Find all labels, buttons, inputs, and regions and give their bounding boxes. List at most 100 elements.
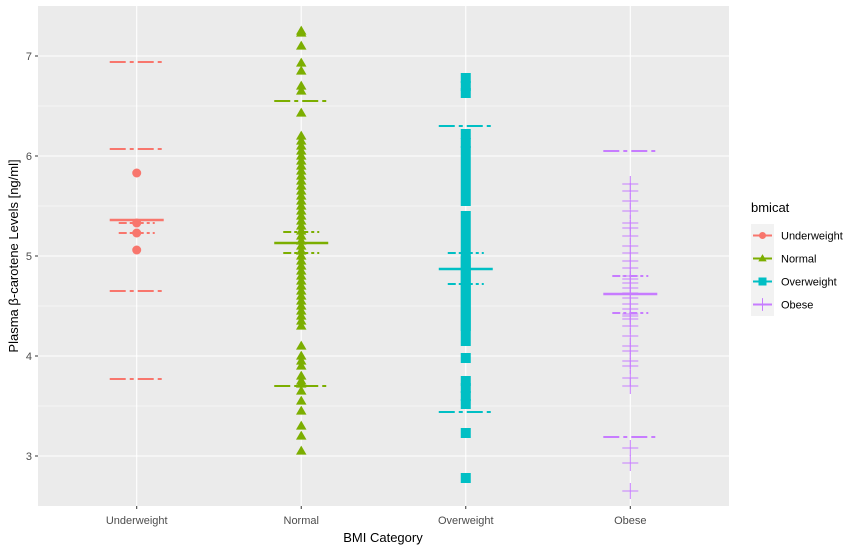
data-point (460, 176, 471, 186)
data-point (132, 245, 142, 255)
data-point (460, 353, 471, 363)
data-point (295, 295, 307, 305)
data-point (460, 186, 471, 196)
data-point (460, 336, 471, 346)
data-point (295, 350, 307, 360)
data-point (295, 405, 307, 415)
data-point (295, 270, 307, 280)
data-point (295, 195, 307, 205)
data-point (295, 205, 307, 215)
data-point (460, 73, 471, 83)
data-point (295, 155, 307, 165)
x-axis-title: BMI Category (343, 530, 423, 545)
legend-item-obese: Obese (751, 293, 813, 316)
data-point (460, 221, 471, 231)
data-point (460, 138, 471, 148)
data-point (132, 168, 142, 178)
data-point (460, 129, 471, 139)
y-tick-label: 4 (26, 351, 32, 363)
legend-label: Normal (781, 254, 816, 266)
data-point (295, 280, 307, 290)
legend-key-marker (756, 298, 769, 311)
data-point (295, 175, 307, 185)
data-point (295, 320, 307, 330)
data-point (295, 275, 307, 285)
data-point (622, 440, 639, 456)
legend-key-marker (758, 254, 767, 262)
data-point (295, 305, 307, 315)
data-point (295, 80, 307, 90)
data-point (460, 326, 471, 336)
data-point (295, 57, 307, 67)
axes: 3 4 5 6 7 Underweight Normal Overweight Obese (26, 51, 647, 527)
legend-title: bmicat (751, 200, 790, 215)
data-point (295, 40, 307, 50)
data-point (295, 360, 307, 370)
data-point (460, 211, 471, 221)
data-point (622, 483, 639, 499)
data-point (460, 428, 471, 438)
legend-item-normal: Normal (751, 247, 816, 270)
data-point (295, 300, 307, 310)
data-point (460, 231, 471, 241)
legend-item-underweight: Underweight (751, 224, 843, 247)
legend: bmicat Underweight Normal Overweight Obese (751, 200, 843, 316)
y-tick-label: 5 (26, 251, 32, 263)
legend-item-overweight: Overweight (751, 270, 837, 293)
data-point (295, 230, 307, 240)
data-point (295, 200, 307, 210)
series-overweight (438, 73, 493, 483)
x-tick-label: Underweight (106, 515, 168, 527)
data-point (295, 220, 307, 230)
data-point (295, 395, 307, 405)
data-point (295, 27, 307, 37)
data-point (295, 180, 307, 190)
data-point (295, 170, 307, 180)
legend-label: Obese (781, 300, 813, 312)
data-point (295, 185, 307, 195)
series-normal (274, 25, 329, 455)
data-point (295, 130, 307, 140)
data-point (295, 140, 307, 150)
data-point (460, 146, 471, 156)
data-point (295, 315, 307, 325)
y-axis-title: Plasma β-carotene Levels [ng/ml] (6, 159, 21, 352)
legend-label: Overweight (781, 277, 837, 289)
data-point (295, 290, 307, 300)
data-point (295, 150, 307, 160)
data-point (622, 455, 639, 471)
x-tick-label: Normal (284, 515, 319, 527)
data-point (460, 241, 471, 251)
data-point (622, 378, 639, 394)
series-underweight (109, 61, 164, 380)
data-point (295, 265, 307, 275)
data-point (295, 260, 307, 270)
data-point (295, 370, 307, 380)
data-point (295, 385, 307, 395)
data-point (460, 166, 471, 176)
data-point (460, 88, 471, 98)
y-tick-label: 6 (26, 151, 32, 163)
series-obese (603, 150, 658, 499)
data-point (460, 196, 471, 206)
y-tick-label: 7 (26, 51, 32, 63)
data-point (460, 156, 471, 166)
data-point (295, 165, 307, 175)
data-point (295, 250, 307, 260)
data-point (295, 107, 307, 117)
data-point (295, 285, 307, 295)
data-point (295, 145, 307, 155)
data-point (460, 399, 471, 409)
data-point (295, 160, 307, 170)
data-point (295, 135, 307, 145)
x-tick-label: Obese (614, 515, 646, 527)
data-point (295, 340, 307, 350)
chart-marks (109, 25, 658, 499)
data-point (295, 215, 307, 225)
data-point (460, 376, 471, 386)
data-point (295, 255, 307, 265)
data-point (295, 430, 307, 440)
data-point (460, 473, 471, 483)
data-point (295, 355, 307, 365)
